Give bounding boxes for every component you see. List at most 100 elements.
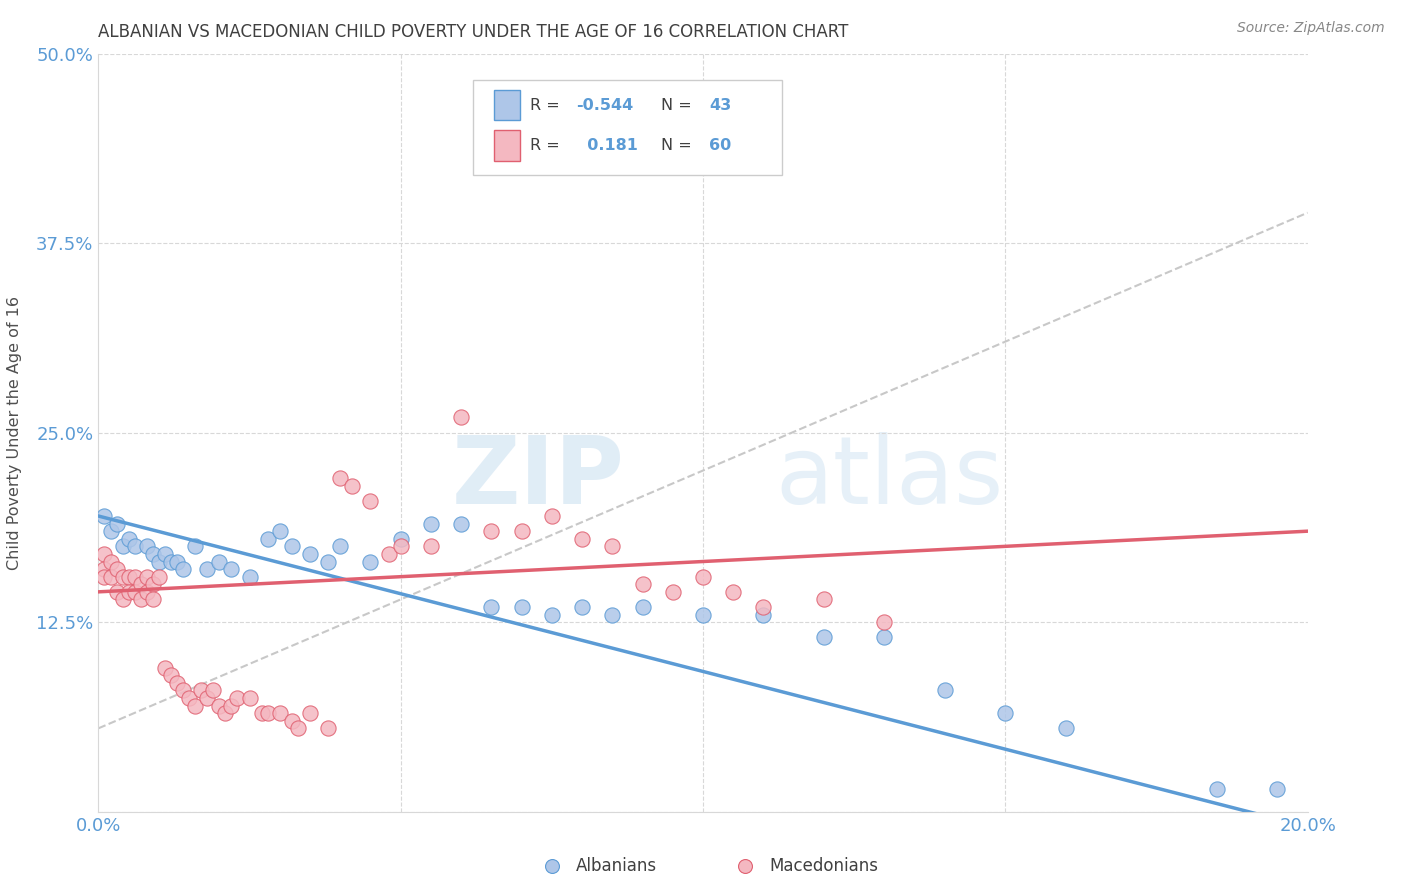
Point [752, 600, 775, 615]
Text: Source: ZipAtlas.com: Source: ZipAtlas.com [1237, 21, 1385, 35]
Point [723, 585, 745, 599]
Point [377, 547, 399, 561]
Point [1054, 721, 1077, 735]
Point [105, 585, 128, 599]
Point [124, 539, 146, 553]
Point [153, 660, 176, 675]
Point [420, 539, 443, 553]
Point [450, 516, 472, 531]
Point [118, 532, 141, 546]
FancyBboxPatch shape [474, 80, 782, 175]
Point [540, 508, 562, 523]
Point [481, 524, 503, 539]
Point [111, 592, 134, 607]
Point [239, 570, 262, 584]
Point [873, 615, 896, 630]
Point [105, 516, 128, 531]
Point [93, 508, 115, 523]
Point [299, 547, 322, 561]
Point [631, 577, 654, 591]
Point [287, 721, 309, 735]
Point [124, 585, 146, 599]
Point [813, 630, 835, 644]
Point [195, 562, 218, 576]
Point [316, 554, 339, 569]
Point [481, 600, 503, 615]
Point [184, 539, 207, 553]
Point [135, 570, 157, 584]
Point [994, 706, 1017, 721]
Text: 60: 60 [709, 138, 731, 153]
Point [135, 585, 157, 599]
Point [148, 570, 170, 584]
Text: N =: N = [661, 138, 696, 153]
Point [100, 554, 122, 569]
Point [202, 683, 225, 698]
Point [269, 524, 291, 539]
Point [129, 577, 152, 591]
Point [118, 585, 141, 599]
Point [166, 676, 188, 690]
Text: R =: R = [530, 138, 565, 153]
Text: ALBANIAN VS MACEDONIAN CHILD POVERTY UNDER THE AGE OF 16 CORRELATION CHART: ALBANIAN VS MACEDONIAN CHILD POVERTY UND… [98, 23, 849, 41]
Point [105, 562, 128, 576]
Text: atlas: atlas [776, 432, 1004, 524]
Point [135, 539, 157, 553]
Point [226, 691, 249, 706]
Point [208, 554, 231, 569]
Point [172, 683, 194, 698]
Point [100, 524, 122, 539]
Text: ZIP: ZIP [451, 432, 624, 524]
Point [692, 607, 714, 622]
Point [571, 532, 593, 546]
Point [934, 683, 956, 698]
Point [389, 532, 412, 546]
Point [100, 570, 122, 584]
Point [221, 698, 243, 713]
Point [342, 479, 364, 493]
Point [153, 547, 176, 561]
Point [142, 592, 165, 607]
Text: N =: N = [661, 98, 696, 112]
Point [602, 607, 624, 622]
Point [250, 706, 273, 721]
FancyBboxPatch shape [494, 130, 520, 161]
Point [166, 554, 188, 569]
Y-axis label: Child Poverty Under the Age of 16: Child Poverty Under the Age of 16 [7, 295, 22, 570]
Point [239, 691, 262, 706]
Point [281, 714, 304, 728]
Point [360, 494, 382, 508]
Point [160, 554, 183, 569]
Point [179, 691, 201, 706]
Point [172, 562, 194, 576]
Point [111, 570, 134, 584]
Point [93, 562, 115, 576]
Point [1267, 781, 1289, 797]
FancyBboxPatch shape [494, 90, 520, 120]
Point [813, 592, 835, 607]
Point [752, 607, 775, 622]
Point [148, 554, 170, 569]
Point [389, 539, 412, 553]
Point [269, 706, 291, 721]
Point [124, 570, 146, 584]
Point [661, 585, 683, 599]
Point [160, 668, 183, 682]
Point [281, 539, 304, 553]
Point [692, 570, 714, 584]
Point [1206, 781, 1229, 797]
Point [184, 698, 207, 713]
Point [93, 570, 115, 584]
Point [602, 539, 624, 553]
Point [142, 577, 165, 591]
Point [873, 630, 896, 644]
Text: Macedonians: Macedonians [769, 857, 879, 875]
Point [360, 554, 382, 569]
Point [571, 600, 593, 615]
Point [510, 600, 533, 615]
Point [316, 721, 339, 735]
Point [129, 592, 152, 607]
Point [329, 539, 352, 553]
Text: 0.181: 0.181 [576, 138, 638, 153]
Point [195, 691, 218, 706]
